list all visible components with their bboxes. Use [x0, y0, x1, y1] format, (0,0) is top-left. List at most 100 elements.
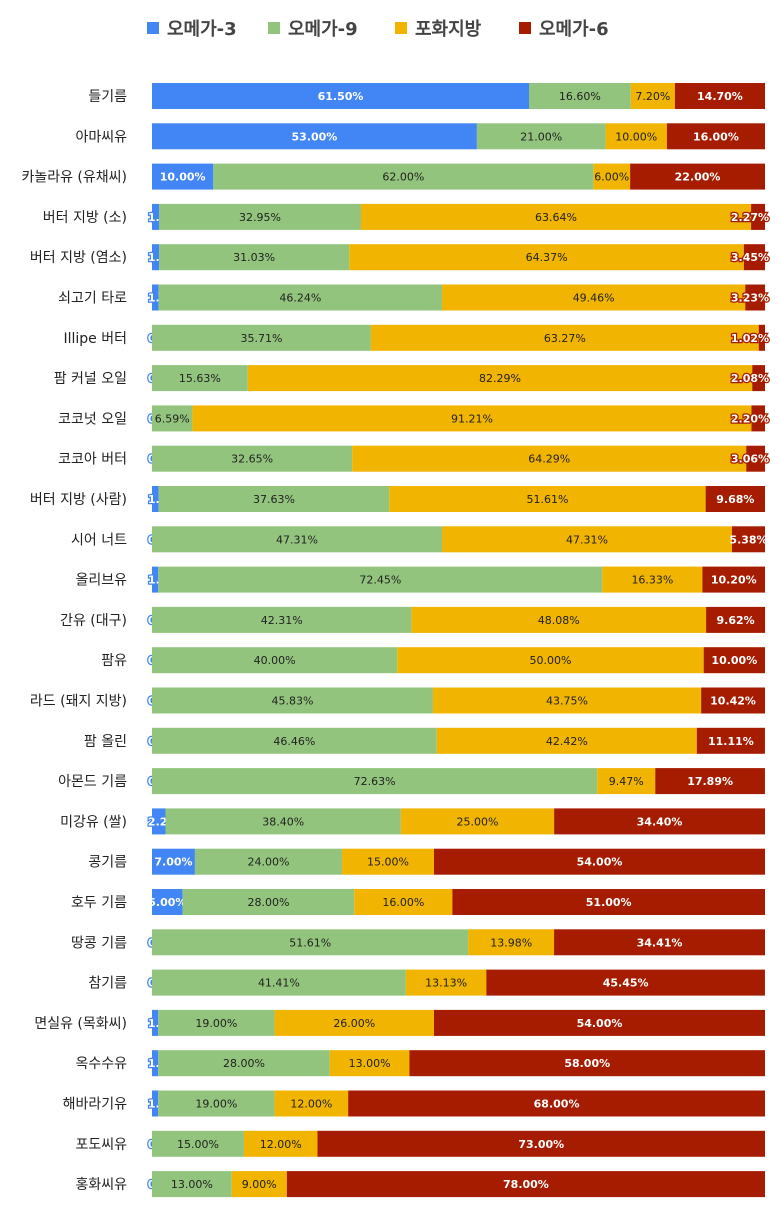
data-label: 19.00% [195, 1098, 237, 1111]
bar-segment [452, 889, 765, 915]
legend-label-1: 오메가-3 [167, 19, 237, 40]
data-label: 34.41% [637, 936, 683, 949]
bar-row: 0.00%47.31%47.31%5.38% [147, 526, 768, 553]
category-label: 팜 올린 [84, 734, 127, 750]
bar-segment [152, 1090, 159, 1117]
data-label: 32.65% [231, 453, 273, 466]
bar-row: 0.00%45.83%43.75%10.42% [147, 687, 765, 714]
data-label: 58.00% [564, 1057, 610, 1070]
bar-segment [354, 889, 453, 915]
data-label: 47.31% [566, 533, 608, 546]
category-label: 콩기름 [88, 855, 127, 871]
bar-segment [436, 727, 697, 754]
legend-swatch-1 [147, 22, 159, 34]
data-label: 10.00% [711, 654, 757, 667]
bar-segment [158, 1009, 275, 1036]
category-label: 옥수수유 [75, 1056, 127, 1072]
bar-row: 0.00%15.63%82.29%2.08% [147, 365, 770, 392]
bar-segment [528, 83, 631, 109]
bar-segment [409, 1050, 765, 1077]
bar-row: 0.00%35.71%63.27%1.02% [147, 324, 770, 351]
data-label: 46.24% [279, 292, 321, 305]
category-label: 땅콩 기름 [71, 935, 127, 951]
bar-segment [745, 284, 766, 311]
bars: 61.50% 16.60% 7.20% 14.70% 53.00% 21.00% 10.00… [147, 83, 770, 1198]
bar-segment [152, 566, 159, 593]
data-label: 16.60% [559, 90, 601, 103]
bar-segment [152, 244, 160, 271]
bar-row: 1.15%31.03%64.37%3.45% [147, 244, 770, 271]
bar-segment [152, 1130, 244, 1157]
data-label: 7.20% [635, 90, 670, 103]
data-label: 6.00% [594, 171, 629, 184]
data-label: 5.00% [148, 896, 186, 909]
bar-segment [758, 324, 765, 351]
data-label: 73.00% [518, 1138, 564, 1151]
bar-row: 0.00%6.59%91.21%2.20% [147, 405, 770, 432]
bar-segment [705, 486, 765, 512]
data-label: 41.41% [258, 977, 300, 990]
data-label: 51.00% [586, 896, 632, 909]
bar-segment [165, 808, 401, 835]
bar-segment [703, 647, 765, 674]
bar-segment [732, 526, 765, 553]
bar-row: 0.00%41.41%13.13%45.45% [147, 969, 765, 996]
bar-segment [433, 1009, 765, 1036]
data-label: 3.06% [731, 453, 769, 466]
category-label: 쇠고기 타로 [58, 291, 127, 307]
bar-segment [666, 123, 765, 150]
bar-segment [158, 203, 361, 230]
data-label: 3.45% [731, 251, 769, 264]
bar-row: 0.00%51.61%13.98%34.41% [147, 929, 765, 956]
bar-segment [158, 1090, 275, 1117]
data-label: 34.40% [637, 815, 683, 828]
bar-row: 0.00%40.00%50.00%10.00% [147, 647, 765, 674]
legend-label-3: 포화지방 [415, 19, 482, 40]
category-label: 홍화씨유 [75, 1177, 127, 1193]
bar-segment [342, 848, 434, 875]
data-label: 1.02% [731, 332, 769, 345]
category-label: 카놀라유 (유채씨) [21, 170, 127, 186]
bar-segment [152, 486, 159, 512]
category-label: 면실유 (목화씨) [34, 1016, 127, 1032]
data-label: 51.61% [289, 936, 331, 949]
bar-segment [752, 365, 765, 392]
bar-row: 1.14%32.95%63.64%2.27% [147, 203, 770, 230]
bar-segment [152, 163, 214, 190]
bar-segment [602, 566, 703, 593]
bar-segment [630, 163, 765, 190]
bar-row: 1.00%19.00%12.00%68.00% [147, 1090, 765, 1117]
category-label: 간유 (대구) [60, 613, 127, 629]
category-label: 시어 너트 [71, 532, 127, 548]
bar-segment [468, 929, 555, 956]
data-label: 42.42% [546, 735, 588, 748]
category-label: 코코아 버터 [58, 452, 127, 468]
bar-segment [696, 727, 765, 754]
data-label: 91.21% [451, 412, 493, 425]
data-label: 43.75% [546, 695, 588, 708]
bar-row: 53.00% 21.00% 10.00% 16.00% [152, 123, 765, 150]
data-label: 2.08% [731, 372, 769, 385]
data-label: 40.00% [254, 654, 296, 667]
bar-row: 0.00%32.65%64.29%3.06% [147, 445, 770, 472]
data-label: 28.00% [247, 896, 289, 909]
bar-row: 1.02%72.45%16.33%10.20% [147, 566, 765, 593]
data-label: 2.20% [731, 412, 769, 425]
data-label: 14.70% [697, 90, 743, 103]
bar-segment [152, 1050, 159, 1077]
category-label: Illipe 버터 [63, 331, 127, 347]
category-label: 라드 (돼지 지방) [30, 694, 127, 710]
bar-row: 1.00%28.00%13.00%58.00% [147, 1050, 765, 1077]
bar-segment [400, 808, 555, 835]
bar-segment [655, 768, 765, 795]
data-label: 46.46% [273, 735, 315, 748]
data-label: 5.38% [729, 533, 767, 546]
category-label: 참기름 [88, 976, 127, 992]
bar-segment [405, 969, 487, 996]
bar-row: 0.00%13.00%9.00%78.00% [147, 1171, 765, 1198]
bar-segment [152, 647, 398, 674]
bar-segment [397, 647, 704, 674]
bar-segment [152, 969, 406, 996]
